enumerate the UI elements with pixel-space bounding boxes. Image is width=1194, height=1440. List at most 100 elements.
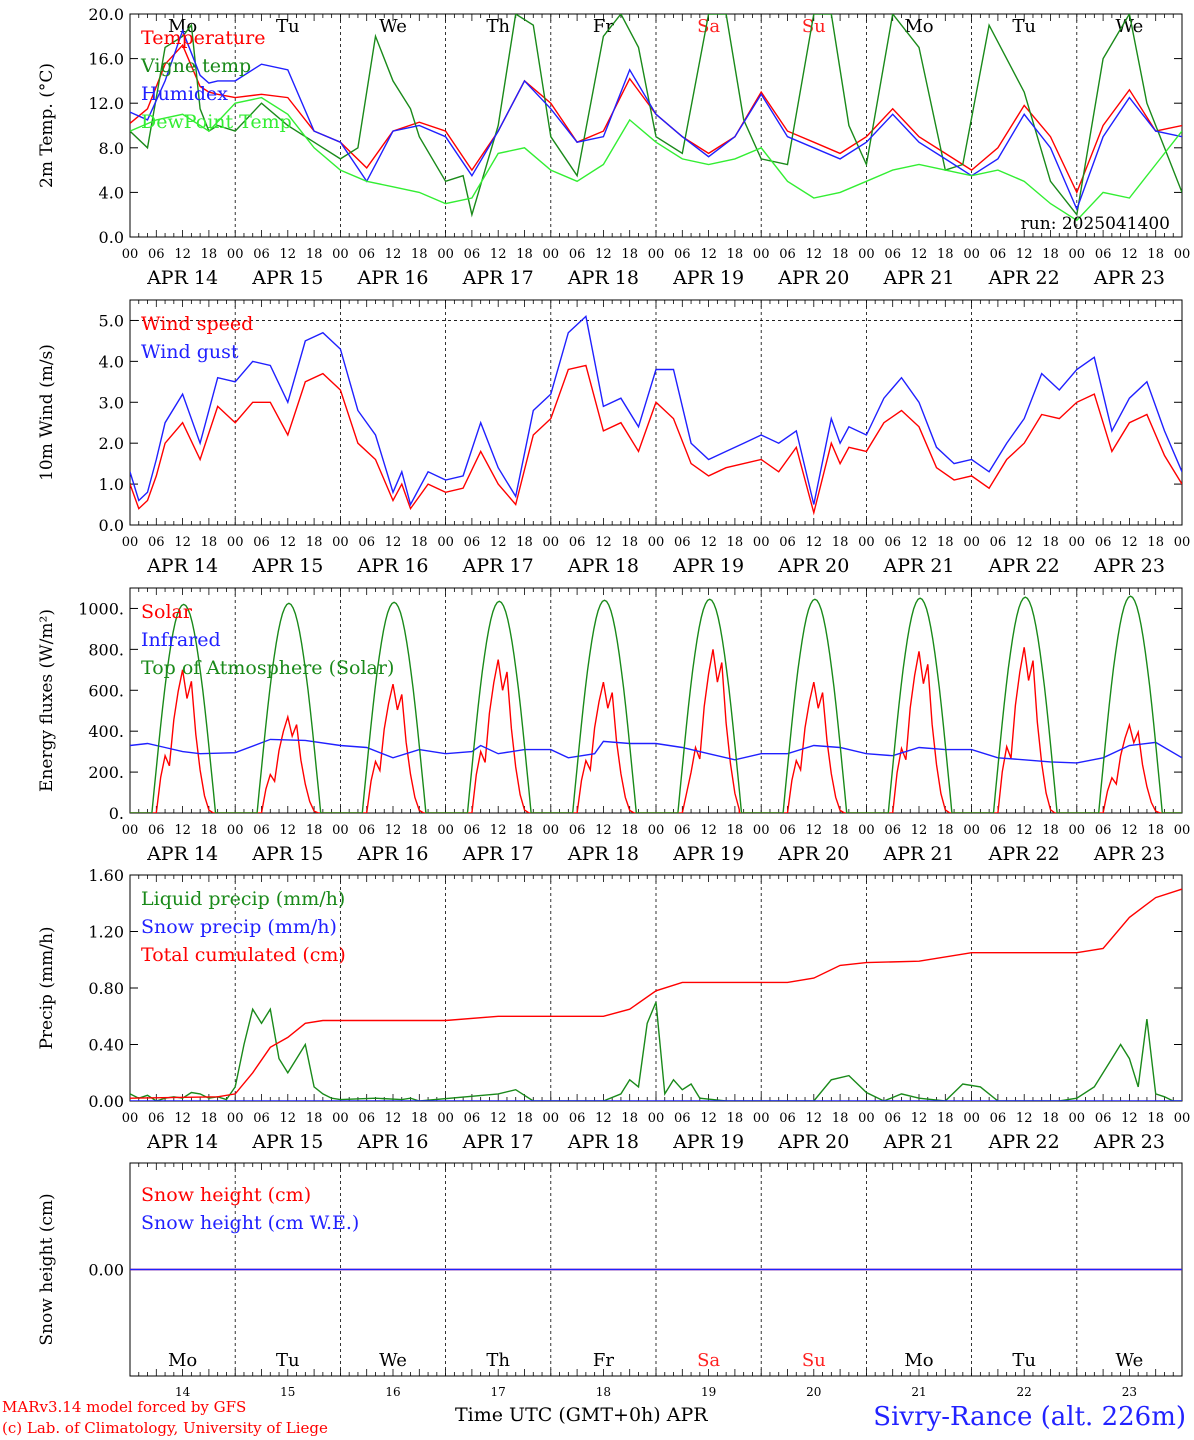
weekday-label: Mo [904,1350,933,1371]
y-tick-label: 3.0 [99,393,124,412]
hour-tick-label: 00 [227,823,244,838]
hour-tick-label: 00 [543,535,560,550]
hour-tick-label: 18 [727,247,744,262]
date-label: APR 14 [146,267,218,289]
day-number-label: 16 [385,1385,400,1399]
hour-tick-label: 06 [569,247,586,262]
hour-tick-label: 18 [832,247,849,262]
y-tick-label: 8.0 [99,139,124,158]
y-tick-label: 800. [88,640,124,659]
hour-tick-label: 12 [280,247,297,262]
legend-entry: Liquid precip (mm/h) [141,888,345,910]
hour-tick-label: 06 [1095,247,1112,262]
date-label: APR 19 [672,555,744,577]
y-axis-label: 10m Wind (m/s) [37,344,57,481]
hour-tick-label: 00 [543,823,560,838]
date-label: APR 15 [251,843,323,865]
hour-tick-label: 00 [122,535,139,550]
y-tick-label: 0.00 [88,1092,124,1111]
panel-1: 0.0 4.0 8.0 12.0 16.0 20.0 2m Temp. (°C) 00 06 12… [37,5,1190,289]
day-number-label: 17 [491,1385,506,1399]
hour-tick-label: 18 [1147,823,1164,838]
weekday-label: Su [802,16,826,37]
hour-tick-label: 12 [174,823,191,838]
legend-entry: Solar [141,601,193,623]
hour-tick-label: 06 [674,823,691,838]
hour-tick-label: 06 [148,823,165,838]
date-label: APR 14 [146,555,218,577]
weekday-label: Su [802,1350,826,1371]
hour-tick-label: 12 [385,823,402,838]
weekday-label: Tu [276,16,300,37]
hour-tick-label: 12 [1121,823,1138,838]
date-label: APR 16 [356,267,428,289]
hour-tick-label: 06 [1095,535,1112,550]
hour-tick-label: 12 [1016,1111,1033,1126]
day-number-label: 21 [911,1385,926,1399]
date-label: APR 19 [672,843,744,865]
panel-3: 0. 200. 400. 600. 800. 1000. Energy fluxes (W/… [37,587,1190,865]
weekday-label: Mo [168,16,197,37]
station-name: Sivry-Rance (alt. 226m) [873,1402,1186,1432]
hour-tick-label: 06 [990,823,1007,838]
date-label: APR 18 [567,267,639,289]
hour-tick-label: 12 [280,1111,297,1126]
date-label: APR 20 [777,267,849,289]
hour-tick-label: 12 [490,247,507,262]
y-tick-label: 200. [88,763,124,782]
panel-4: 0.00 0.40 0.80 1.20 1.60 Precip (mm/h) 00 06 12 1… [37,866,1190,1153]
day-number-label: 15 [280,1385,295,1399]
hour-tick-label: 06 [1095,1111,1112,1126]
hour-tick-label: 06 [569,535,586,550]
hour-tick-label: 06 [674,247,691,262]
date-label: APR 15 [251,267,323,289]
series-group [130,595,1182,813]
hour-tick-label: 12 [700,247,717,262]
day-number-label: 22 [1017,1385,1032,1399]
y-tick-label: 1000. [78,599,124,618]
date-label: APR 20 [777,1131,849,1153]
series-line-solar [130,647,1182,813]
hour-tick-label: 00 [753,535,770,550]
hour-tick-label: 00 [227,247,244,262]
hour-tick-label: 00 [858,823,875,838]
hour-tick-label: 06 [148,1111,165,1126]
hour-tick-label: 12 [1016,535,1033,550]
hour-tick-label: 12 [174,535,191,550]
weekday-label: Sa [697,1350,720,1371]
hour-tick-label: 12 [385,535,402,550]
hour-tick-label: 00 [858,535,875,550]
weekday-label: Fr [593,1350,614,1371]
hour-tick-label: 00 [1069,247,1086,262]
date-label: APR 23 [1093,1131,1165,1153]
hour-tick-label: 00 [1174,247,1191,262]
hour-tick-label: 06 [253,247,270,262]
hour-tick-label: 18 [727,823,744,838]
hour-tick-label: 12 [595,823,612,838]
panel-2: 0.0 1.0 2.0 3.0 4.0 5.0 10m Wind (m/s) 00 06 12 18… [37,299,1190,577]
date-label: APR 23 [1093,267,1165,289]
y-tick-label: 0.40 [88,1036,124,1055]
hour-tick-label: 18 [621,247,638,262]
hour-tick-label: 12 [700,823,717,838]
y-tick-label: 0. [109,804,124,823]
hour-tick-label: 18 [516,247,533,262]
series-line-wind-speed [130,364,1182,516]
date-label: APR 18 [567,1131,639,1153]
model-credit: MARv3.14 model forced by GFS [2,1398,247,1416]
hour-tick-label: 18 [201,535,218,550]
hour-tick-label: 00 [753,823,770,838]
legend-entry: Top of Atmosphere (Solar) [141,657,394,679]
weekday-label: We [379,16,407,37]
date-label: APR 14 [146,1131,218,1153]
hour-tick-label: 18 [832,823,849,838]
hour-tick-label: 06 [358,247,375,262]
date-label: APR 20 [777,843,849,865]
hour-tick-label: 00 [332,823,349,838]
run-annotation: run: 2025041400 [1021,214,1170,234]
hour-tick-label: 18 [306,1111,323,1126]
hour-tick-label: 06 [884,1111,901,1126]
date-label: APR 17 [462,843,534,865]
date-label: APR 18 [567,843,639,865]
legend-entry: Wind speed [141,313,253,335]
